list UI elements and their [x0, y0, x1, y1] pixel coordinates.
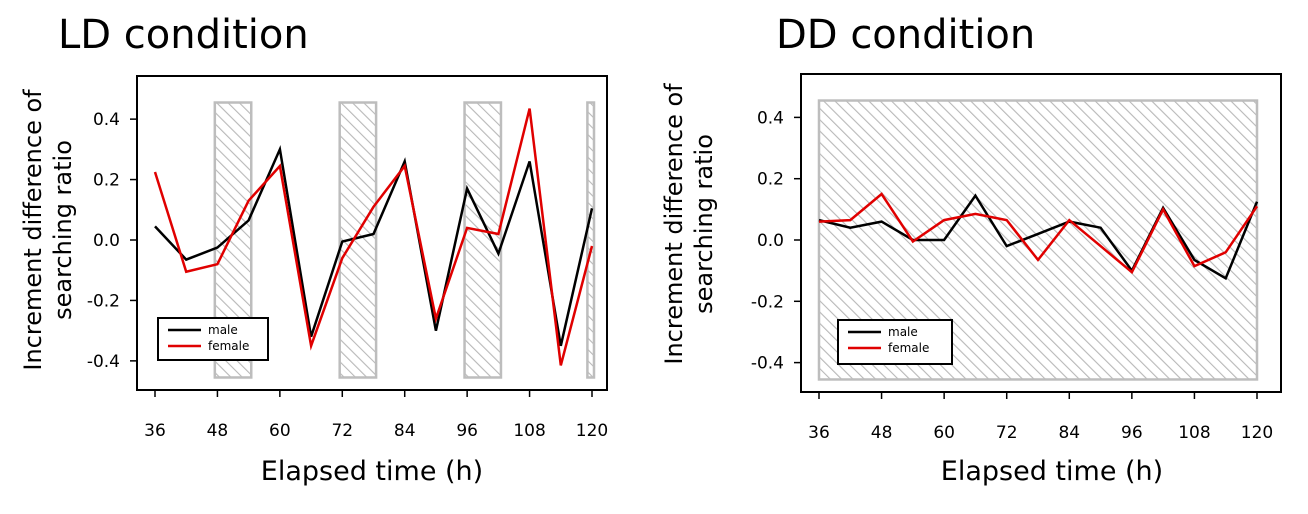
plot-frame — [136, 75, 608, 391]
series-line-female — [153, 108, 594, 366]
y-tick-label: 0.2 — [757, 170, 784, 190]
x-tick-label: 36 — [808, 423, 830, 443]
y-tick-label: -0.2 — [751, 292, 784, 312]
y-tick-label: -0.4 — [751, 354, 784, 374]
series-line-male — [818, 193, 1259, 281]
x-tick-label: 60 — [269, 421, 291, 441]
y-tick-label: -0.4 — [87, 352, 120, 372]
legend-label-male: male — [888, 325, 918, 339]
y-tick-label: -0.2 — [87, 291, 120, 311]
x-tick-label: 84 — [394, 421, 416, 441]
legend-box — [157, 317, 269, 361]
x-tick-label: 96 — [456, 421, 478, 441]
x-tick-label: 48 — [207, 421, 229, 441]
x-tick-label: 48 — [871, 423, 893, 443]
x-tick-label: 120 — [1241, 423, 1273, 443]
series-line-female — [818, 192, 1259, 275]
series-line-male — [154, 144, 594, 347]
y-tick-label: 0.4 — [757, 108, 784, 128]
x-tick-label: 96 — [1121, 423, 1143, 443]
x-tick-label: 108 — [513, 421, 545, 441]
shaded-interval-3 — [586, 101, 596, 379]
shaded-interval-0 — [817, 99, 1259, 381]
x-tick-label: 72 — [996, 423, 1018, 443]
ld-chart-plot: -0.4 -0.2 0.0 0.2 0.4 36 48 60 72 84 96 108 120 male f… — [87, 75, 608, 441]
x-tick-label: 120 — [576, 421, 608, 441]
legend-label-male: male — [208, 323, 238, 337]
x-tick-label: 84 — [1058, 423, 1080, 443]
x-axis-label: Elapsed time (h) — [940, 456, 1164, 487]
y-tick-label: 0.0 — [93, 231, 120, 251]
dd-chart-plot: -0.4 -0.2 0.0 0.2 0.4 36 48 60 72 84 96 108 120 male f… — [751, 73, 1282, 443]
legend-label-female: female — [208, 339, 249, 353]
chart-title: DD condition — [776, 12, 1036, 58]
dd-chart-panel: DD condition Increment difference of sea… — [654, 0, 1308, 514]
shaded-interval-1 — [338, 101, 378, 379]
shaded-interval-2 — [463, 101, 503, 379]
legend-box — [837, 319, 953, 365]
x-tick-label: 72 — [331, 421, 353, 441]
ld-chart-panel: LD condition Increment difference of sea… — [19, 12, 608, 487]
y-tick-label: 0.4 — [93, 110, 120, 130]
chart-title: LD condition — [58, 12, 309, 58]
x-axis-label: Elapsed time (h) — [260, 456, 484, 487]
plot-frame — [800, 73, 1282, 393]
x-tick-label: 108 — [1178, 423, 1210, 443]
x-tick-label: 36 — [144, 421, 166, 441]
y-tick-label: 0.0 — [757, 231, 784, 251]
legend-label-female: female — [888, 341, 929, 355]
x-tick-label: 60 — [933, 423, 955, 443]
y-tick-label: 0.2 — [93, 171, 120, 191]
